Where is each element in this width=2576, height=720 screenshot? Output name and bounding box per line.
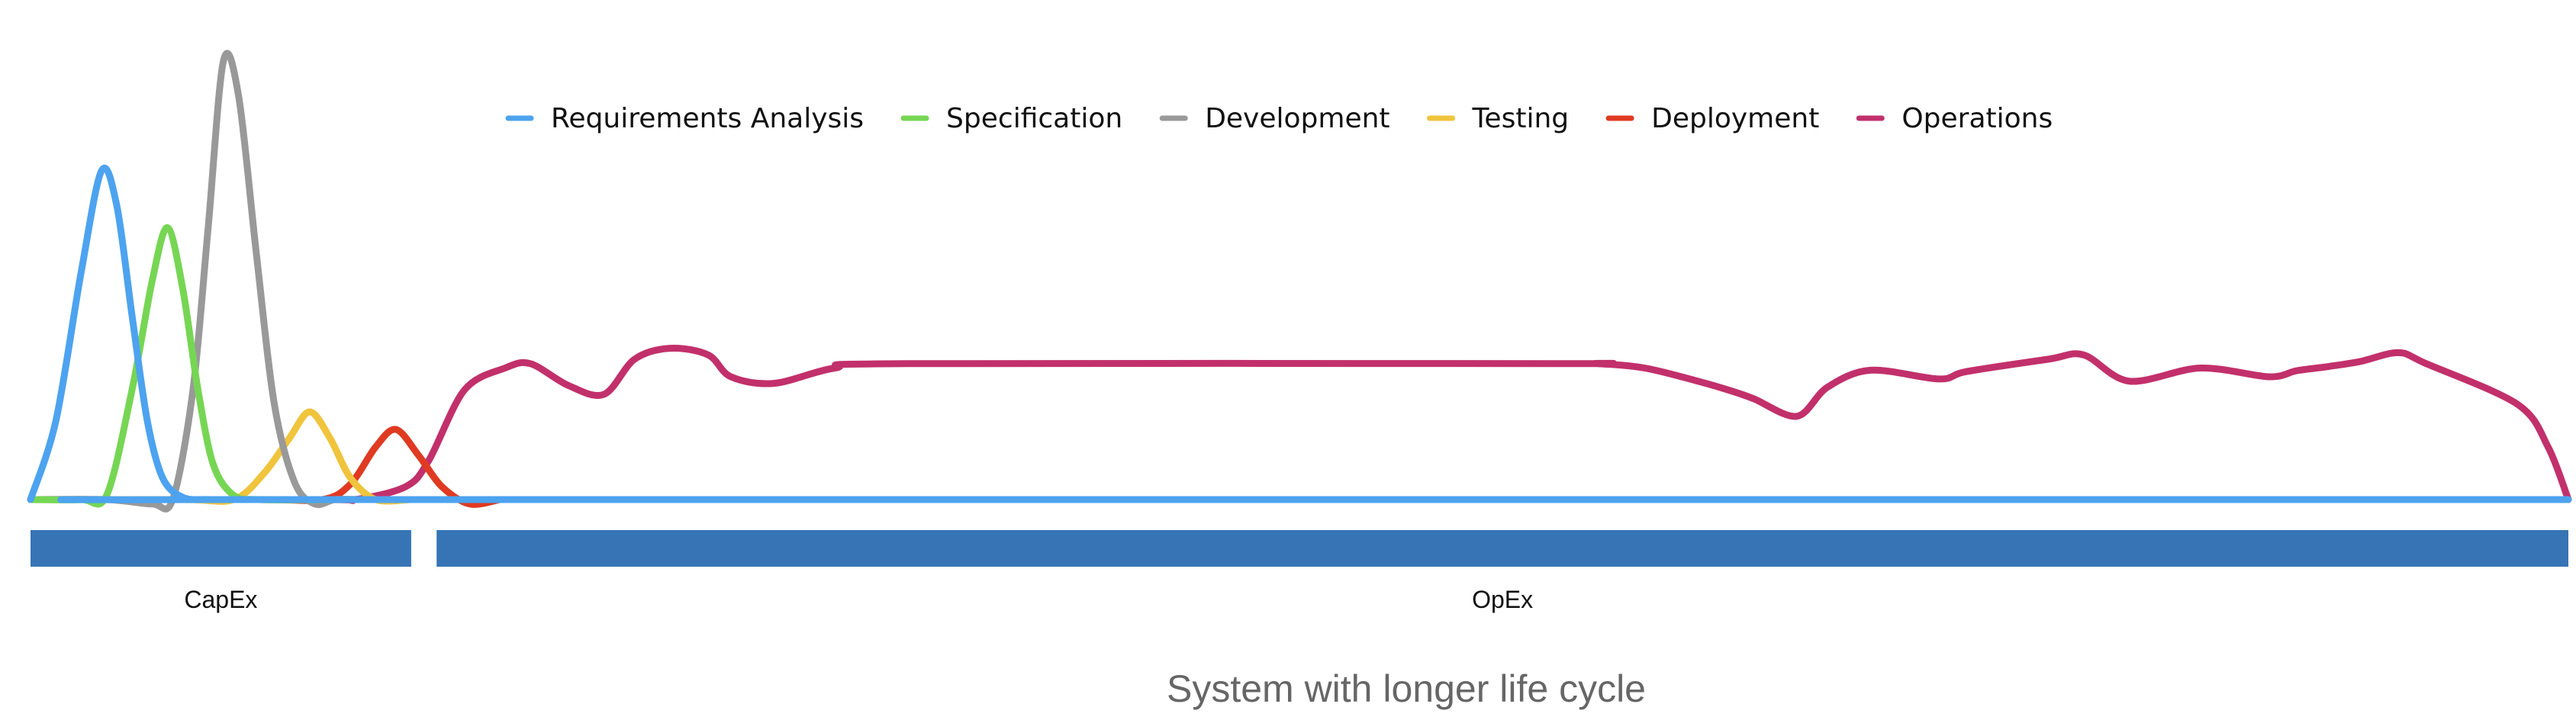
legend: Requirements Analysis Specification Develo… [505,103,2053,134]
phase-bar-opex [436,530,2569,567]
series-line-specification [27,224,339,508]
legend-item-specification[interactable]: Specification [900,103,1122,134]
legend-label: Operations [1901,103,2053,134]
phase-bar-capex [31,530,411,567]
legend-item-testing[interactable]: Testing [1427,103,1570,134]
phase-label-capex: CapEx [184,586,257,613]
legend-item-development[interactable]: Development [1159,103,1390,134]
series-line-operations [27,344,2572,504]
legend-label: Deployment [1651,103,1819,134]
legend-label: Requirements Analysis [551,103,864,134]
series-line-development [27,50,364,513]
legend-item-operations[interactable]: Operations [1856,103,2053,134]
phase-bars: CapEx OpEx [31,530,2569,613]
legend-item-deployment[interactable]: Deployment [1605,103,1819,134]
legend-label: Development [1205,103,1389,134]
series-line-requirements-analysis [27,164,2572,503]
legend-label: Specification [946,103,1122,134]
series-group [27,50,2572,513]
phase-label-opex: OpEx [1472,586,1533,613]
chart-caption: System with longer life cycle [1167,667,1646,710]
legend-label: Testing [1472,103,1570,134]
legend-item-requirements-analysis[interactable]: Requirements Analysis [505,103,864,134]
series-line-testing [27,408,415,505]
